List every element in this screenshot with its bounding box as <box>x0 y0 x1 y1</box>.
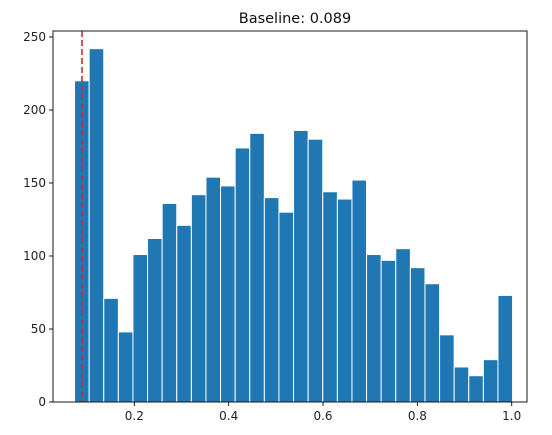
histogram-bar <box>395 248 411 403</box>
histogram-bar <box>190 194 207 403</box>
bars-group <box>74 48 514 403</box>
histogram-bar <box>307 138 324 403</box>
y-tick-label: 0 <box>38 395 46 409</box>
histogram-bar <box>468 375 484 403</box>
histogram-bar <box>351 179 368 403</box>
histogram-bar <box>482 359 499 403</box>
chart-title: Baseline: 0.089 <box>239 11 351 27</box>
x-tick-label: 0.6 <box>313 409 332 423</box>
histogram-bar <box>234 147 251 403</box>
histogram-bar <box>409 267 426 403</box>
histogram-bar <box>366 254 382 403</box>
histogram-bar <box>424 283 441 403</box>
histogram-bar <box>278 211 295 403</box>
histogram-bar <box>263 197 280 403</box>
histogram-bar <box>336 198 353 403</box>
histogram-bar <box>103 297 119 403</box>
histogram-bar <box>439 334 455 403</box>
histogram-bar <box>117 331 134 403</box>
histogram-bar <box>293 129 309 403</box>
y-tick-label: 50 <box>31 322 46 336</box>
histogram-bar <box>220 185 236 403</box>
histogram-bar <box>176 224 192 403</box>
histogram-bar <box>161 202 178 403</box>
histogram-bar <box>132 254 149 403</box>
histogram-bar <box>380 259 397 403</box>
y-tick-label: 100 <box>23 249 46 263</box>
x-tick-label: 1.0 <box>502 409 521 423</box>
histogram-bar <box>88 48 105 403</box>
histogram-bar <box>453 366 470 403</box>
x-tick-label: 0.8 <box>408 409 427 423</box>
plot-frame <box>52 30 528 403</box>
histogram-bar <box>147 237 163 403</box>
x-axis-ticks: 0.2 0.4 0.6 0.8 1.0 <box>125 402 521 423</box>
y-tick-label: 150 <box>23 176 46 190</box>
histogram-bar <box>205 176 222 403</box>
y-tick-label: 250 <box>23 30 46 44</box>
x-tick-label: 0.2 <box>125 409 144 423</box>
histogram-bar <box>322 191 338 403</box>
x-tick-label: 0.4 <box>219 409 238 423</box>
y-tick-label: 200 <box>23 103 46 117</box>
y-axis-ticks: 0 50 100 150 200 250 <box>23 30 53 409</box>
histogram-bar <box>249 132 265 403</box>
histogram-bar <box>497 294 514 403</box>
